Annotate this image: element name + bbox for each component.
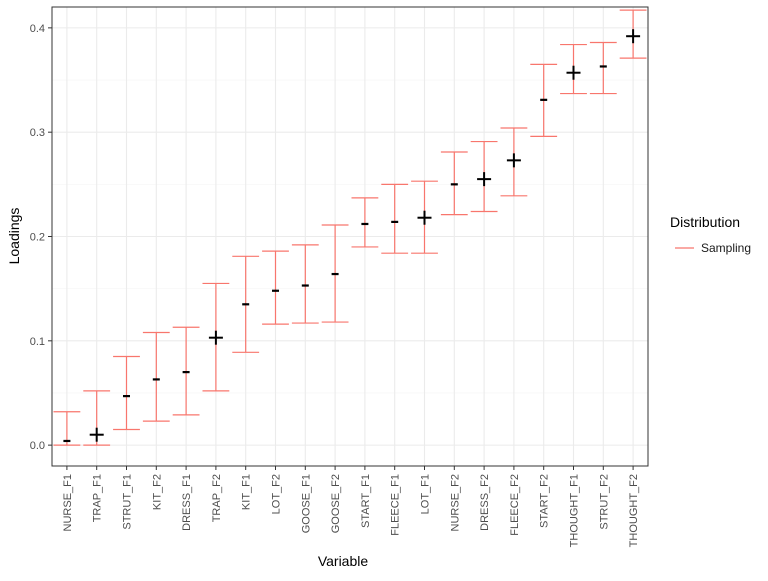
x-tick-label: STRUT_F1 [122, 474, 134, 530]
errorbar-start-f1 [351, 197, 379, 248]
legend-title: Distribution [670, 214, 740, 230]
point-estimate-thought-f2 [626, 29, 641, 44]
x-tick-label: FLEECE_F2 [509, 474, 521, 536]
point-estimate-trap-f2 [208, 330, 223, 345]
point-estimate-trap-f1 [89, 427, 104, 442]
errorbar-lot-f2 [262, 250, 289, 325]
x-axis-title: Variable [318, 553, 369, 569]
x-tick-label: TRAP_F2 [211, 474, 223, 522]
x-tick-label: GOOSE_F1 [300, 474, 312, 533]
x-tick-label: DRESS_F2 [479, 474, 491, 531]
point-estimate-lot-f1 [417, 210, 432, 225]
x-axis: NURSE_F1 TRAP_F1 STRUT_F1 KIT_F2 DRESS_F1 TRA… [62, 466, 640, 547]
y-axis-title: Loadings [6, 208, 22, 265]
x-tick-label: KIT_F1 [241, 474, 253, 510]
errorbar-nurse-f1 [53, 411, 81, 446]
x-tick-label: TRAP_F1 [92, 474, 104, 522]
x-tick-label: THOUGHT_F2 [628, 474, 640, 547]
x-tick-label: FLEECE_F1 [390, 474, 402, 536]
point-estimate-dress-f2 [477, 172, 492, 187]
y-tick-label: 0.2 [30, 232, 45, 244]
x-tick-label: DRESS_F1 [181, 474, 193, 531]
point-estimate-fleece-f2 [506, 153, 521, 168]
y-tick-label: 0.4 [30, 23, 45, 35]
x-tick-label: START_F2 [539, 474, 551, 528]
x-tick-label: GOOSE_F2 [330, 474, 342, 533]
point-estimate-thought-f1 [566, 65, 581, 80]
x-tick-label: NURSE_F1 [62, 474, 74, 531]
errorbar-kit-f2 [142, 331, 170, 422]
y-tick-label: 0.0 [30, 440, 45, 452]
x-tick-label: LOT_F2 [271, 474, 283, 514]
y-axis: 0.0 0.1 0.2 0.3 0.4 [30, 23, 52, 452]
x-tick-label: START_F1 [360, 474, 372, 528]
x-tick-label: NURSE_F2 [449, 474, 461, 531]
errorbar-goose-f1 [291, 244, 319, 324]
errorbar-fleece-f1 [381, 183, 409, 254]
errorbar-strut-f2 [589, 41, 617, 95]
legend-label-sampling: Sampling [701, 241, 751, 255]
grid-layer [52, 7, 648, 466]
x-tick-label: LOT_F1 [420, 474, 432, 514]
legend: Distribution Sampling [670, 214, 751, 255]
point-estimates-layer [63, 29, 641, 443]
x-tick-label: KIT_F2 [151, 474, 163, 510]
y-tick-label: 0.3 [30, 127, 45, 139]
x-tick-label: THOUGHT_F1 [569, 474, 581, 547]
x-tick-label: STRUT_F2 [598, 474, 610, 530]
y-tick-label: 0.1 [30, 336, 45, 348]
errorbar-strut-f1 [113, 355, 140, 431]
